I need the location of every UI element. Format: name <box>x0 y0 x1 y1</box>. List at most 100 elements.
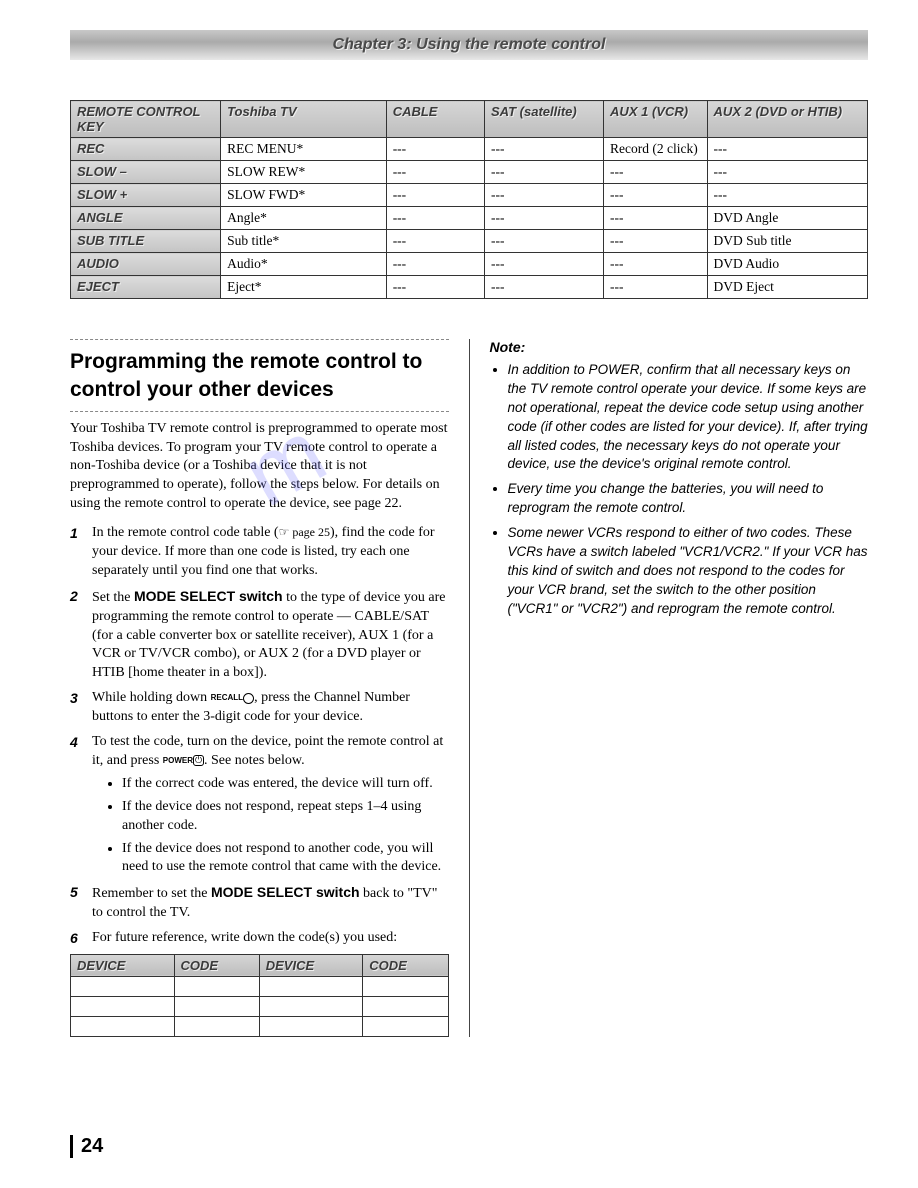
power-icon <box>193 755 204 766</box>
code-table-cell <box>71 1016 175 1036</box>
table-cell: --- <box>604 276 708 299</box>
table-cell: --- <box>386 207 484 230</box>
bold-term: MODE SELECT switch <box>211 884 360 900</box>
col-header: SAT (satellite) <box>485 101 604 138</box>
table-row: SLOW –SLOW REW*------------ <box>71 161 868 184</box>
sub-list-item: If the device does not respond to anothe… <box>122 840 449 878</box>
sub-list-item: If the device does not respond, repeat s… <box>122 798 449 836</box>
note-item: Every time you change the batteries, you… <box>508 480 869 518</box>
notes-list: In addition to POWER, confirm that all n… <box>508 361 869 619</box>
step-item: To test the code, turn on the device, po… <box>70 733 449 877</box>
code-table-cell <box>259 976 363 996</box>
table-cell: Record (2 click) <box>604 138 708 161</box>
code-table-row <box>71 1016 449 1036</box>
step-item: Remember to set the MODE SELECT switch b… <box>70 883 449 923</box>
table-row: RECREC MENU*------Record (2 click)--- <box>71 138 868 161</box>
page-pointer: ☞ page 25 <box>279 525 330 539</box>
table-cell: SLOW FWD* <box>221 184 387 207</box>
button-label: RECALL <box>211 694 243 702</box>
col-header: Toshiba TV <box>221 101 387 138</box>
code-col-header: DEVICE <box>71 954 175 976</box>
table-cell: --- <box>485 230 604 253</box>
table-cell: DVD Sub title <box>707 230 867 253</box>
table-cell: --- <box>386 230 484 253</box>
page-number: 24 <box>70 1135 103 1158</box>
table-cell: Angle* <box>221 207 387 230</box>
code-col-header: CODE <box>363 954 448 976</box>
table-cell: --- <box>485 161 604 184</box>
row-head-cell: AUDIO <box>71 253 221 276</box>
row-head-cell: SUB TITLE <box>71 230 221 253</box>
remote-key-table: REMOTE CONTROL KEY Toshiba TV CABLE SAT … <box>70 100 868 299</box>
table-row: ANGLEAngle*---------DVD Angle <box>71 207 868 230</box>
note-item: In addition to POWER, confirm that all n… <box>508 361 869 474</box>
right-column: Note: In addition to POWER, confirm that… <box>490 339 869 1037</box>
code-table-cell <box>363 976 448 996</box>
steps-list: In the remote control code table (☞ page… <box>70 524 449 948</box>
table-cell: --- <box>604 253 708 276</box>
table-row: SLOW +SLOW FWD*------------ <box>71 184 868 207</box>
table-cell: --- <box>386 138 484 161</box>
table-cell: Eject* <box>221 276 387 299</box>
row-head-cell: SLOW – <box>71 161 221 184</box>
code-table-row <box>71 976 449 996</box>
column-divider <box>469 339 470 1037</box>
sub-list: If the correct code was entered, the dev… <box>122 775 449 877</box>
table-cell: --- <box>485 138 604 161</box>
code-table-cell <box>259 996 363 1016</box>
step-item: While holding down RECALL, press the Cha… <box>70 689 449 727</box>
table-cell: --- <box>485 276 604 299</box>
row-head-cell: EJECT <box>71 276 221 299</box>
table-cell: DVD Audio <box>707 253 867 276</box>
table-cell: --- <box>485 184 604 207</box>
table-cell: --- <box>604 161 708 184</box>
code-col-header: CODE <box>174 954 259 976</box>
code-col-header: DEVICE <box>259 954 363 976</box>
code-table-cell <box>71 996 175 1016</box>
table-cell: Sub title* <box>221 230 387 253</box>
code-table-cell <box>174 1016 259 1036</box>
table-cell: --- <box>707 161 867 184</box>
section-rule-top <box>70 339 449 340</box>
sub-list-item: If the correct code was entered, the dev… <box>122 775 449 794</box>
code-table-cell <box>259 1016 363 1036</box>
device-code-table: DEVICE CODE DEVICE CODE <box>70 954 449 1037</box>
intro-paragraph: Your Toshiba TV remote control is prepro… <box>70 420 449 514</box>
table-row: AUDIOAudio*---------DVD Audio <box>71 253 868 276</box>
table-cell: --- <box>386 253 484 276</box>
recall-icon <box>243 693 254 704</box>
bold-term: MODE SELECT switch <box>134 588 283 604</box>
step-item: Set the MODE SELECT switch to the type o… <box>70 587 449 683</box>
col-header: REMOTE CONTROL KEY <box>71 101 221 138</box>
table-cell: --- <box>707 184 867 207</box>
section-title: Programming the remote control to contro… <box>70 348 449 412</box>
code-table-cell <box>71 976 175 996</box>
table-cell: DVD Eject <box>707 276 867 299</box>
table-cell: --- <box>386 184 484 207</box>
note-heading: Note: <box>490 339 869 355</box>
code-table-row <box>71 996 449 1016</box>
table-cell: REC MENU* <box>221 138 387 161</box>
col-header: CABLE <box>386 101 484 138</box>
table-row: EJECTEject*---------DVD Eject <box>71 276 868 299</box>
row-head-cell: ANGLE <box>71 207 221 230</box>
table-cell: --- <box>604 184 708 207</box>
table-cell: DVD Angle <box>707 207 867 230</box>
code-table-cell <box>363 996 448 1016</box>
note-item: Some newer VCRs respond to either of two… <box>508 524 869 618</box>
left-column: Programming the remote control to contro… <box>70 339 449 1037</box>
table-cell: Audio* <box>221 253 387 276</box>
code-table-cell <box>363 1016 448 1036</box>
table-cell: --- <box>707 138 867 161</box>
table-cell: --- <box>604 230 708 253</box>
code-table-cell <box>174 976 259 996</box>
chapter-banner: Chapter 3: Using the remote control <box>70 30 868 60</box>
table-cell: --- <box>485 253 604 276</box>
step-item: In the remote control code table (☞ page… <box>70 524 449 581</box>
button-label: POWER <box>163 757 193 765</box>
table-row: SUB TITLESub title*---------DVD Sub titl… <box>71 230 868 253</box>
table-cell: --- <box>386 161 484 184</box>
row-head-cell: REC <box>71 138 221 161</box>
table-cell: --- <box>386 276 484 299</box>
table-cell: SLOW REW* <box>221 161 387 184</box>
